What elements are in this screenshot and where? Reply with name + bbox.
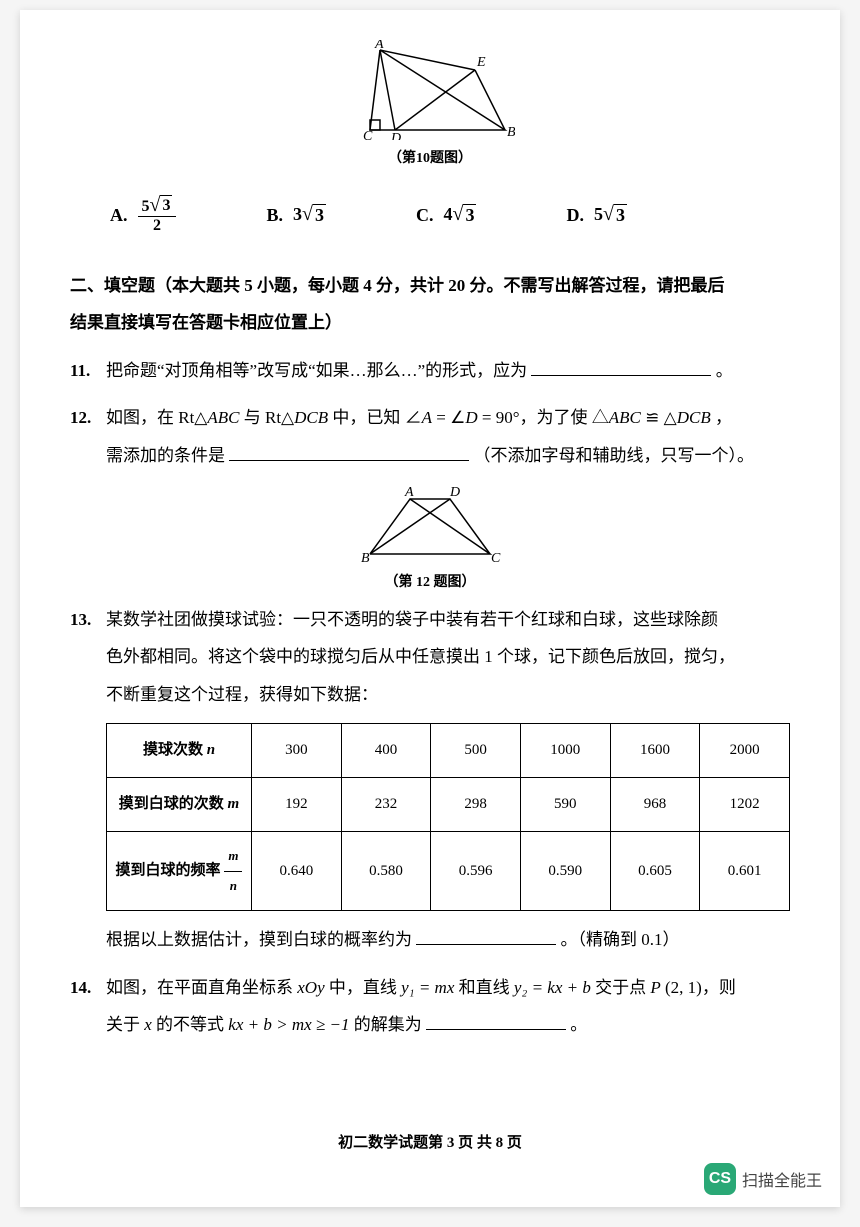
svg-text:B: B [361, 551, 370, 564]
label-C: C [363, 129, 373, 140]
table-row: 摸到白球的频率 mn 0.640 0.580 0.596 0.590 0.605… [107, 832, 790, 911]
svg-text:C: C [491, 551, 501, 564]
q11-blank [531, 358, 711, 376]
q12-blank [229, 443, 469, 461]
exam-page: A E B C D （第10题图） A. 5√3 2 B. 3√3 C. 4√3 [20, 10, 840, 1207]
label-D: D [390, 131, 401, 140]
q13-table: 摸球次数 n 300 400 500 1000 1600 2000 摸到白球的次… [106, 723, 790, 911]
question-14: 14. 如图，在平面直角坐标系 xOy 中，直线 y₁ = mx 和直线 y₂ … [70, 969, 790, 1044]
scanner-watermark: CS 扫描全能王 [704, 1163, 822, 1195]
q12-caption: （第 12 题图） [70, 571, 790, 591]
question-11: 11. 把命题“对顶角相等”改写成“如果…那么…”的形式，应为 。 [70, 352, 790, 389]
watermark-text: 扫描全能王 [742, 1167, 822, 1191]
option-B: B. 3√3 [266, 204, 326, 227]
svg-text:A: A [404, 485, 414, 500]
table-row: 摸球次数 n 300 400 500 1000 1600 2000 [107, 724, 790, 778]
q12-figure: A D B C （第 12 题图） [70, 484, 790, 591]
label-E: E [476, 55, 486, 70]
table-row: 摸到白球的次数 m 192 232 298 590 968 1202 [107, 778, 790, 832]
q10-figure: A E B C D （第10题图） [70, 40, 790, 167]
question-12: 12. 如图，在 Rt△ABC 与 Rt△DCB 中，已知 ∠A = ∠D = … [70, 399, 790, 474]
cs-icon: CS [704, 1163, 736, 1195]
q12-svg: A D B C [355, 484, 505, 564]
q10-svg: A E B C D [345, 40, 515, 140]
option-D: D. 5√3 [566, 204, 626, 227]
q10-caption: （第10题图） [70, 147, 790, 167]
label-A: A [374, 40, 384, 52]
option-C: C. 4√3 [416, 204, 476, 227]
q14-blank [426, 1012, 566, 1030]
question-13: 13. 某数学社团做摸球试验：一只不透明的袋子中装有若干个红球和白球，这些球除颜… [70, 601, 790, 713]
svg-text:D: D [449, 485, 460, 500]
label-B: B [507, 125, 515, 140]
q13-blank [416, 927, 556, 945]
q13-table-wrap: 摸球次数 n 300 400 500 1000 1600 2000 摸到白球的次… [70, 723, 790, 959]
q10-options: A. 5√3 2 B. 3√3 C. 4√3 D. 5√3 [70, 177, 790, 253]
page-footer: 初二数学试题第 3 页 共 8 页 [20, 1131, 840, 1152]
section-2-header: 二、填空题（本大题共 5 小题，每小题 4 分，共计 20 分。不需写出解答过程… [70, 267, 790, 342]
option-A: A. 5√3 2 [110, 195, 176, 235]
